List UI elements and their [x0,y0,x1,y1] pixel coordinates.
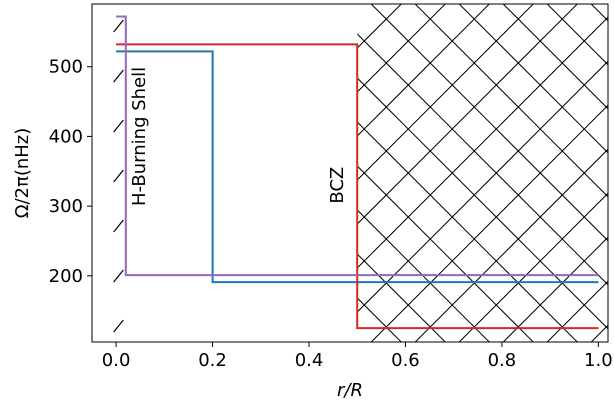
hatch-line [458,192,608,342]
hatch-line [458,4,608,154]
hatch-line [357,4,490,137]
hatch-line [546,4,608,66]
hatch-line [590,324,608,342]
series-line-2 [116,43,599,330]
hatch-line [0,4,313,342]
axis-ticks: 0.0 0.2 0.4 0.6 0.8 1.0 200 300 400 500 [49,57,613,371]
hatch-line [357,4,358,5]
x-tick-label: 0.0 [102,350,131,371]
hatch-line [357,4,534,181]
shell-hatch [113,19,124,333]
hatch-line [357,60,608,313]
hatch-line [357,253,446,342]
hatch-line [0,4,313,342]
x-tick-label: 0.6 [391,350,420,371]
hatch-line [546,280,608,342]
plot-frame [91,3,609,343]
hatch-line [502,236,608,342]
hatch-line [113,119,124,133]
hatch-line [113,69,124,83]
series-line-3 [116,15,599,277]
hatch-line [113,169,124,183]
x-tick-label: 0.2 [198,350,227,371]
y-tick-label: 500 [49,57,83,78]
hatch-line [357,4,446,93]
x-tick-label: 0.8 [488,350,517,371]
hatch-line [113,319,124,333]
hatch-line [113,19,124,33]
y-tick-label: 400 [49,126,83,147]
hatch-line [357,16,608,269]
region-label: BCZ [327,167,348,204]
hatch-line [414,148,608,342]
hatch-line [357,341,358,342]
hatch-line [113,269,124,283]
series-lines [116,15,599,330]
hatch-regions [0,4,608,342]
hatch-line [357,4,578,225]
y-tick-label: 300 [49,196,83,217]
y-tick-label: 200 [49,266,83,287]
hatch-line [113,219,124,233]
region-label: H-Burning Shell [129,67,150,206]
hatch-line [357,297,402,342]
x-axis-label: r/R [337,380,363,401]
x-tick-label: 0.4 [295,350,324,371]
hatch-line [357,209,490,342]
hatch-line [502,4,608,110]
bcz-hatch [0,4,608,342]
hatch-line [590,4,608,22]
x-tick-label: 1.0 [584,350,613,371]
y-axis-label: Ω/2π(nHz) [12,128,33,219]
hatch-line [357,4,402,49]
series-line-1 [116,50,599,284]
hatch-line [370,104,608,342]
annotations: H-Burning Shell BCZ [129,67,348,206]
